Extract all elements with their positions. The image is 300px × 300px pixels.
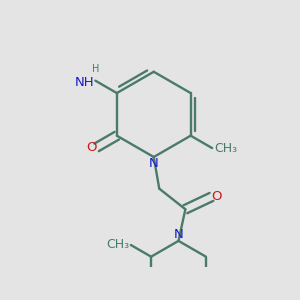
Text: N: N: [174, 228, 183, 241]
Text: O: O: [86, 141, 97, 154]
Text: H: H: [92, 64, 99, 74]
Text: NH: NH: [74, 76, 94, 88]
Text: CH₃: CH₃: [106, 238, 130, 251]
Text: CH₃: CH₃: [214, 142, 237, 154]
Text: O: O: [212, 190, 222, 203]
Text: N: N: [149, 157, 159, 170]
